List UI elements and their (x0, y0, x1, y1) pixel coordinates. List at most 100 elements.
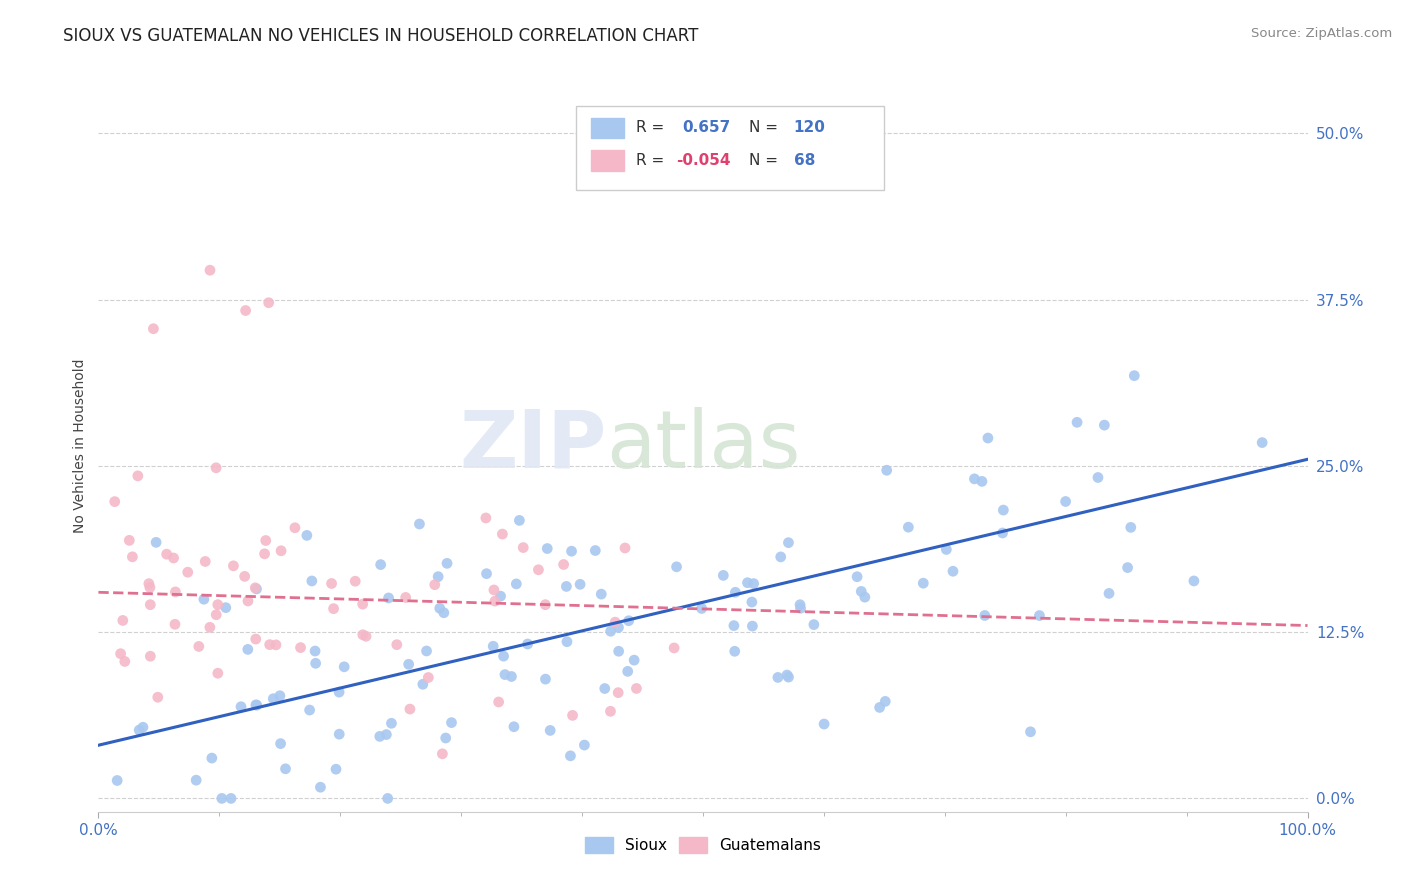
Point (245, 632, 267, 646)
Text: atlas: atlas (606, 407, 800, 485)
Point (333, 660, 356, 674)
Text: SIOUX VS GUATEMALAN NO VEHICLES IN HOUSEHOLD CORRELATION CHART: SIOUX VS GUATEMALAN NO VEHICLES IN HOUSE… (63, 27, 699, 45)
Point (724, 585, 747, 599)
Point (322, 601, 344, 615)
Point (942, 564, 965, 578)
Point (163, 617, 186, 632)
Point (205, 460, 228, 475)
Point (776, 668, 799, 682)
Point (257, 295, 280, 310)
Point (205, 607, 228, 622)
Point (187, 640, 209, 654)
Point (512, 541, 534, 555)
Point (304, 657, 326, 671)
Point (789, 598, 811, 612)
Point (186, 773, 208, 788)
Text: N =: N = (749, 120, 783, 136)
Point (440, 715, 463, 730)
Point (491, 527, 513, 541)
Point (245, 698, 267, 712)
Point (561, 708, 583, 723)
Point (662, 640, 685, 655)
Point (370, 558, 392, 572)
Point (741, 619, 763, 633)
Point (194, 554, 217, 568)
Point (778, 670, 800, 684)
Text: N =: N = (749, 153, 783, 169)
Point (527, 563, 550, 577)
Point (605, 615, 627, 630)
Point (222, 558, 245, 573)
Point (741, 595, 763, 609)
Point (270, 543, 292, 558)
Text: -0.054: -0.054 (676, 153, 731, 169)
Point (236, 594, 259, 608)
Point (617, 614, 640, 628)
Text: R =: R = (637, 120, 669, 136)
Point (489, 589, 512, 603)
Point (778, 535, 800, 549)
Point (482, 582, 505, 597)
Point (165, 585, 187, 599)
Point (607, 644, 630, 658)
Point (475, 566, 498, 581)
Point (534, 598, 557, 612)
Point (723, 618, 745, 632)
Point (869, 700, 891, 714)
Point (201, 751, 224, 765)
Point (298, 703, 321, 717)
Point (482, 640, 505, 654)
Point (344, 574, 367, 589)
Point (264, 638, 287, 652)
Point (553, 558, 575, 572)
Point (851, 584, 873, 599)
Point (561, 544, 583, 558)
Point (253, 547, 276, 561)
Point (488, 695, 510, 709)
Point (377, 791, 399, 805)
Point (1092, 418, 1115, 433)
Point (1054, 494, 1077, 508)
Point (328, 685, 350, 699)
Point (236, 642, 259, 657)
Point (614, 541, 637, 555)
Point (1123, 368, 1146, 383)
Point (269, 689, 291, 703)
Point (352, 597, 374, 611)
Point (737, 575, 759, 590)
Point (433, 606, 456, 620)
Point (1066, 415, 1088, 429)
Point (375, 728, 398, 742)
Text: ZIP: ZIP (458, 407, 606, 485)
Point (1116, 560, 1139, 574)
Point (1098, 586, 1121, 600)
Point (138, 576, 160, 591)
Point (219, 791, 242, 805)
Point (789, 601, 811, 615)
Point (607, 686, 630, 700)
Point (245, 581, 267, 595)
Point (415, 644, 437, 658)
Point (418, 671, 440, 685)
Point (111, 614, 134, 628)
Y-axis label: No Vehicles in Household: No Vehicles in Household (73, 359, 87, 533)
Point (569, 577, 592, 591)
Point (145, 535, 167, 549)
Point (139, 581, 162, 595)
Point (555, 579, 578, 593)
Point (475, 511, 498, 525)
Point (973, 608, 995, 623)
Point (395, 591, 418, 605)
Text: 0.657: 0.657 (682, 120, 731, 136)
Point (385, 638, 408, 652)
Point (139, 598, 162, 612)
Point (711, 568, 734, 582)
Point (284, 521, 307, 535)
Point (1119, 520, 1142, 534)
Point (408, 516, 430, 531)
Point (110, 647, 132, 661)
Point (591, 587, 613, 601)
Point (593, 681, 616, 696)
Point (897, 520, 920, 534)
Point (555, 634, 578, 648)
